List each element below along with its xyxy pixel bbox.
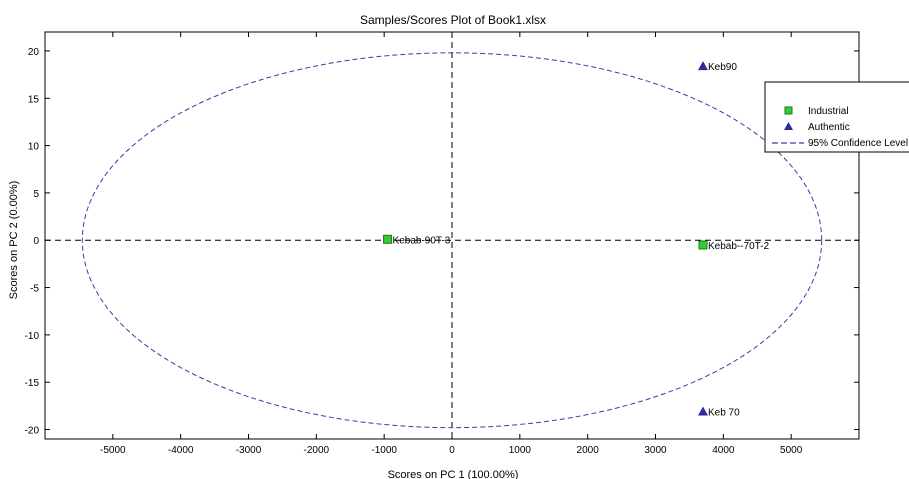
x-tick-label: 3000 <box>644 445 667 456</box>
legend-authentic-label: Authentic <box>808 122 850 133</box>
x-tick-label: 0 <box>449 445 455 456</box>
x-tick-label: -1000 <box>371 445 397 456</box>
x-axis-ticks: -5000 -4000 -3000 -2000 -1000 0 1000 2000 3000 40… <box>100 32 803 456</box>
x-tick-label: -5000 <box>100 445 126 456</box>
legend-box <box>764 81 909 153</box>
legend-authentic-marker <box>784 122 793 130</box>
legend: Industrial Authentic 95% Confidence Leve… <box>764 81 909 153</box>
x-tick-label: 5000 <box>780 445 803 456</box>
y-tick-label: 20 <box>28 47 40 58</box>
y-tick-label: -10 <box>25 331 40 342</box>
y-tick-label: -5 <box>30 284 39 295</box>
y-tick-label: 15 <box>28 94 40 105</box>
legend-industrial-marker <box>784 106 793 115</box>
x-tick-label: 4000 <box>712 445 735 456</box>
point-label: Keb 70 <box>708 408 740 419</box>
industrial-point <box>698 240 708 250</box>
y-tick-label: 0 <box>33 236 39 247</box>
confidence-ellipse-layer <box>81 52 823 429</box>
confidence-ellipse <box>81 52 823 429</box>
chart-title: Samples/Scores Plot of Book1.xlsx <box>360 13 546 27</box>
point-label: Kebab--70T-2 <box>708 241 770 252</box>
x-tick-label: -2000 <box>304 445 330 456</box>
point-label: Kebab-90T-3 <box>393 235 451 246</box>
point-label: Keb90 <box>708 62 737 73</box>
x-tick-label: -3000 <box>236 445 262 456</box>
y-tick-label: -20 <box>25 426 40 437</box>
authentic-point <box>697 61 708 71</box>
reference-lines <box>45 32 859 439</box>
x-tick-label: -4000 <box>168 445 194 456</box>
legend-industrial-label: Industrial <box>808 106 849 117</box>
industrial-point <box>383 234 393 244</box>
legend-confidence-label: 95% Confidence Level <box>808 138 908 149</box>
y-tick-label: 10 <box>28 142 40 153</box>
y-tick-label: 5 <box>33 189 39 200</box>
x-tick-label: 1000 <box>509 445 532 456</box>
plot-area: -5000 -4000 -3000 -2000 -1000 0 1000 2000 3000 40… <box>25 31 860 456</box>
y-axis-label: Scores on PC 2 (0.00%) <box>8 181 20 300</box>
authentic-point <box>697 406 708 416</box>
y-axis-ticks: -20 -15 -10 -5 0 5 10 15 20 <box>25 47 859 437</box>
x-tick-label: 2000 <box>577 445 600 456</box>
x-axis-label: Scores on PC 1 (100.00%) <box>388 469 519 479</box>
data-points-layer: Kebab-90T-3 Kebab--70T-2 Keb90 Keb 70 <box>383 61 770 419</box>
y-tick-label: -15 <box>25 378 40 389</box>
